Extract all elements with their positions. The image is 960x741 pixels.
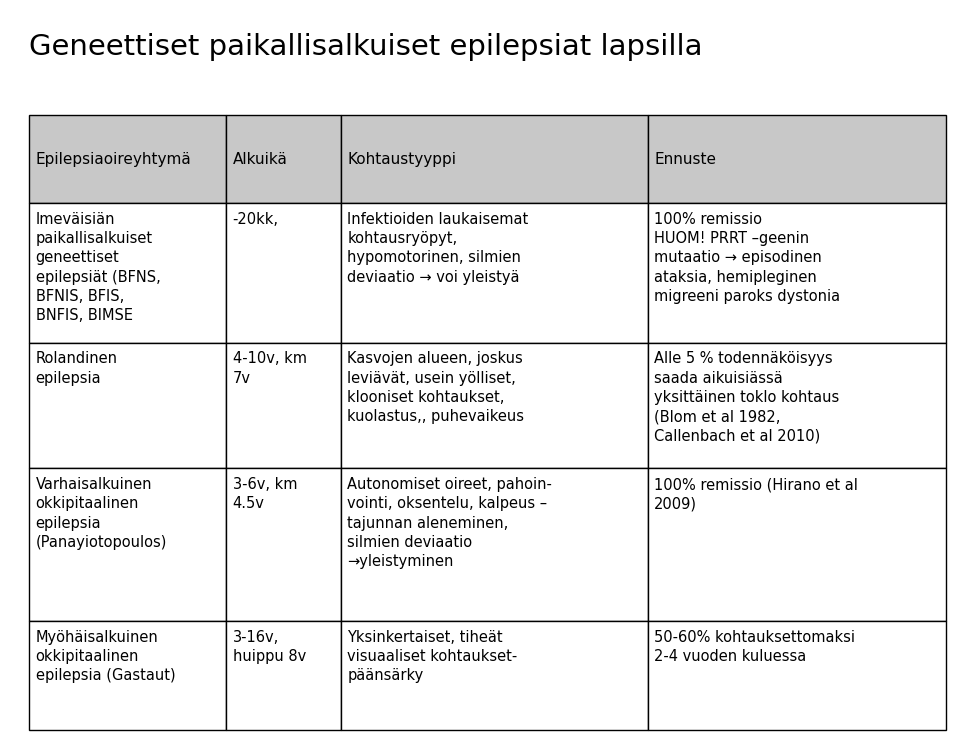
Text: Kasvojen alueen, joskus
leviävät, usein yölliset,
klooniset kohtaukset,
kuolastu: Kasvojen alueen, joskus leviävät, usein … <box>348 351 524 424</box>
Text: 3-6v, km
4.5v: 3-6v, km 4.5v <box>232 477 298 511</box>
Text: Epilepsiaoireyhtymä: Epilepsiaoireyhtymä <box>36 151 191 167</box>
Text: 50-60% kohtauksettomaksi
2-4 vuoden kuluessa: 50-60% kohtauksettomaksi 2-4 vuoden kulu… <box>655 630 855 664</box>
Bar <box>648 621 946 730</box>
Bar <box>29 621 226 730</box>
Text: Myöhäisalkuinen
okkipitaalinen
epilepsia (Gastaut): Myöhäisalkuinen okkipitaalinen epilepsia… <box>36 630 175 683</box>
Text: Autonomiset oireet, pahoin-
vointi, oksentelu, kalpeus –
tajunnan aleneminen,
si: Autonomiset oireet, pahoin- vointi, okse… <box>348 477 552 569</box>
Bar <box>226 203 341 342</box>
Bar <box>29 468 226 621</box>
Bar <box>226 468 341 621</box>
Text: 4-10v, km
7v: 4-10v, km 7v <box>232 351 306 385</box>
Bar <box>29 203 226 342</box>
Bar <box>648 203 946 342</box>
Bar <box>648 342 946 468</box>
Bar <box>341 342 648 468</box>
Bar <box>341 115 648 203</box>
Bar <box>226 115 341 203</box>
Text: 100% remissio
HUOM! PRRT –geenin
mutaatio → episodinen
ataksia, hemipleginen
mig: 100% remissio HUOM! PRRT –geenin mutaati… <box>655 212 841 304</box>
Bar <box>341 468 648 621</box>
Text: Geneettiset paikallisalkuiset epilepsiat lapsilla: Geneettiset paikallisalkuiset epilepsiat… <box>29 33 703 62</box>
Bar <box>648 115 946 203</box>
Text: Kohtaustyyppi: Kohtaustyyppi <box>348 151 456 167</box>
Text: Rolandinen
epilepsia: Rolandinen epilepsia <box>36 351 117 385</box>
Bar <box>341 621 648 730</box>
Bar <box>226 621 341 730</box>
Bar <box>341 203 648 342</box>
Bar <box>648 468 946 621</box>
Text: Ennuste: Ennuste <box>655 151 716 167</box>
Text: Yksinkertaiset, tiheät
visuaaliset kohtaukset-
päänsärky: Yksinkertaiset, tiheät visuaaliset kohta… <box>348 630 517 683</box>
Text: Alle 5 % todennäköisyys
saada aikuisiässä
yksittäinen toklo kohtaus
(Blom et al : Alle 5 % todennäköisyys saada aikuisiäss… <box>655 351 840 443</box>
Bar <box>29 342 226 468</box>
Text: 100% remissio (Hirano et al
2009): 100% remissio (Hirano et al 2009) <box>655 477 858 511</box>
Text: -20kk,: -20kk, <box>232 212 278 227</box>
Text: Varhaisalkuinen
okkipitaalinen
epilepsia
(Panayiotopoulos): Varhaisalkuinen okkipitaalinen epilepsia… <box>36 477 167 550</box>
Text: Infektioiden laukaisemat
kohtausryöpyt,
hypomotorinen, silmien
deviaatio → voi y: Infektioiden laukaisemat kohtausryöpyt, … <box>348 212 529 285</box>
Text: 3-16v,
huippu 8v: 3-16v, huippu 8v <box>232 630 306 664</box>
Bar <box>29 115 226 203</box>
Text: Alkuikä: Alkuikä <box>232 151 287 167</box>
Bar <box>226 342 341 468</box>
Text: Imeväisiän
paikallisalkuiset
geneettiset
epilepsiät (BFNS,
BFNIS, BFIS,
BNFIS, B: Imeväisiän paikallisalkuiset geneettiset… <box>36 212 160 323</box>
